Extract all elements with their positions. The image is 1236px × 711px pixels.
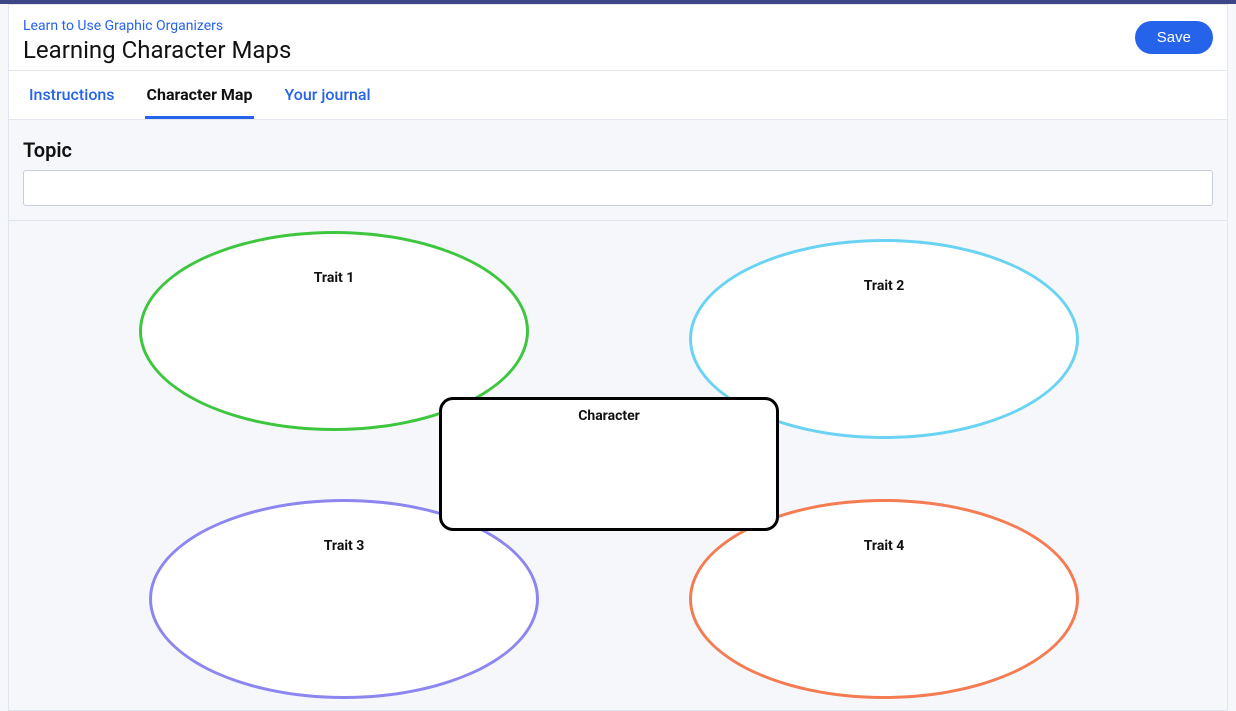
trait-label-4: Trait 4 xyxy=(692,538,1076,554)
tab-character-map[interactable]: Character Map xyxy=(145,71,255,119)
page-title: Learning Character Maps xyxy=(23,36,291,64)
tab-instructions[interactable]: Instructions xyxy=(27,71,117,119)
tab-your-journal[interactable]: Your journal xyxy=(282,71,372,119)
header: Learn to Use Graphic Organizers Learning… xyxy=(8,4,1228,70)
topic-section: Topic xyxy=(8,120,1228,221)
character-label: Character xyxy=(442,408,776,424)
breadcrumb[interactable]: Learn to Use Graphic Organizers xyxy=(23,18,223,34)
tabs: Instructions Character Map Your journal xyxy=(8,70,1228,120)
save-button[interactable]: Save xyxy=(1135,21,1213,54)
trait-label-1: Trait 1 xyxy=(142,270,526,286)
diagram-canvas: Trait 1 Trait 2 Trait 3 Trait 4 Character xyxy=(8,221,1228,711)
header-left: Learn to Use Graphic Organizers Learning… xyxy=(23,15,291,64)
character-box[interactable]: Character xyxy=(439,397,779,531)
trait-label-3: Trait 3 xyxy=(152,538,536,554)
topic-input[interactable] xyxy=(23,170,1213,206)
trait-label-2: Trait 2 xyxy=(692,278,1076,294)
topic-label: Topic xyxy=(23,138,1213,162)
